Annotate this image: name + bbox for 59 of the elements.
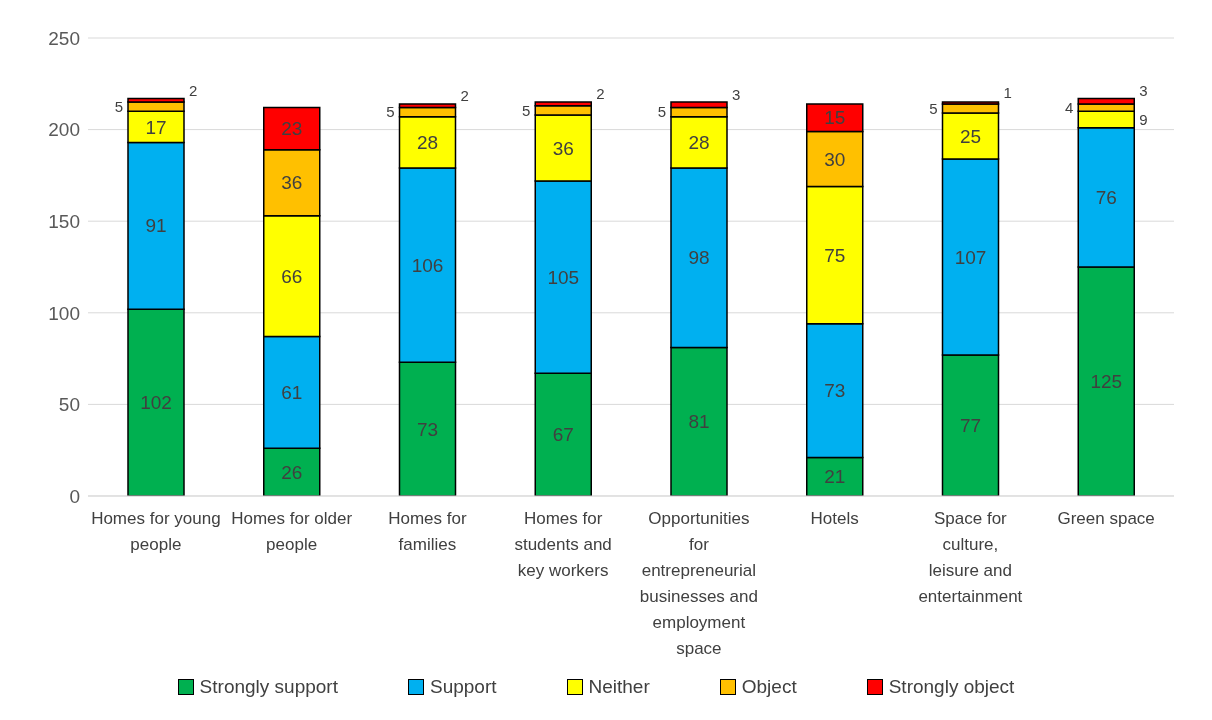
x-tick-label: Homes for young people — [91, 509, 221, 554]
x-tick-label: Opportunities for entrepreneurial businesses and employment space — [639, 509, 758, 658]
data-label: 28 — [416, 132, 439, 154]
data-label: 30 — [824, 148, 846, 170]
data-label: 81 — [688, 411, 710, 433]
data-label: 36 — [281, 172, 303, 194]
data-label: 3 — [732, 86, 741, 104]
legend-label: Object — [741, 676, 797, 698]
data-label: 107 — [954, 246, 987, 268]
data-label: 5 — [521, 101, 531, 119]
data-label: 77 — [959, 415, 982, 437]
data-label: 73 — [824, 380, 846, 402]
data-label: 5 — [929, 99, 938, 117]
y-tick-label: 0 — [69, 485, 80, 507]
data-label: 3 — [1139, 82, 1148, 100]
data-label: 2 — [189, 81, 198, 99]
data-label: 67 — [552, 424, 574, 446]
data-label: 106 — [411, 254, 444, 276]
data-label: 98 — [688, 247, 710, 269]
data-label: 26 — [281, 461, 303, 483]
legend-label: Strongly support — [199, 676, 338, 698]
data-label: 5 — [657, 103, 666, 121]
data-label: 25 — [959, 125, 982, 147]
data-label: 2 — [460, 87, 469, 105]
data-label: 75 — [824, 244, 846, 266]
x-tick-label: Homes for families — [388, 509, 467, 554]
data-label: 73 — [416, 418, 439, 440]
data-label: 91 — [145, 215, 167, 237]
data-label: 9 — [1139, 110, 1148, 128]
data-label: 21 — [824, 466, 846, 488]
x-tick-label: Hotels — [810, 509, 859, 528]
legend-label: Neither — [588, 676, 650, 698]
y-tick-label: 250 — [48, 27, 80, 49]
data-label: 5 — [386, 103, 395, 121]
data-label: 1 — [1003, 84, 1012, 102]
x-tick-label: Green space — [1057, 509, 1155, 528]
data-label: 66 — [281, 265, 303, 287]
legend-label: Strongly object — [888, 676, 1015, 698]
data-label: 4 — [1064, 98, 1074, 116]
y-tick-label: 50 — [58, 394, 80, 416]
data-label: 5 — [114, 97, 123, 115]
data-label: 17 — [145, 116, 167, 138]
data-label: 23 — [281, 118, 303, 140]
data-label: 61 — [281, 382, 303, 404]
x-tick-label: Space for culture, leisure and entertainment — [918, 509, 1023, 606]
y-tick-label: 200 — [48, 119, 80, 141]
data-label: 15 — [824, 107, 846, 129]
data-label: 102 — [140, 392, 172, 414]
x-tick-label: Homes for students and key workers — [514, 509, 612, 580]
y-tick-label: 100 — [48, 302, 80, 324]
legend-label: Support — [429, 676, 497, 698]
x-tick-label: Homes for older people — [231, 509, 353, 554]
data-label: 105 — [547, 266, 580, 288]
data-label: 2 — [596, 85, 605, 103]
data-label: 28 — [688, 132, 710, 154]
data-label: 76 — [1095, 187, 1117, 209]
data-label: 125 — [1090, 371, 1123, 393]
y-tick-label: 150 — [48, 210, 80, 232]
data-label: 36 — [552, 137, 574, 159]
